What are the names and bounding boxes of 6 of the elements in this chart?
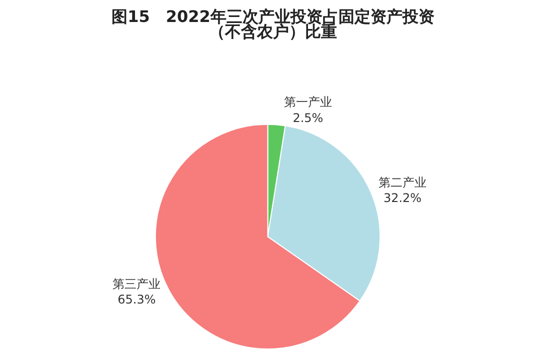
slice-label: 第三产业 <box>112 276 161 291</box>
slice-label: 第二产业 <box>378 176 427 190</box>
slice-label: 第一产业 <box>284 95 332 110</box>
data-label: 32.2% <box>383 191 422 206</box>
data-label: 2.5% <box>292 110 324 125</box>
data-label: 65.3% <box>118 292 156 307</box>
